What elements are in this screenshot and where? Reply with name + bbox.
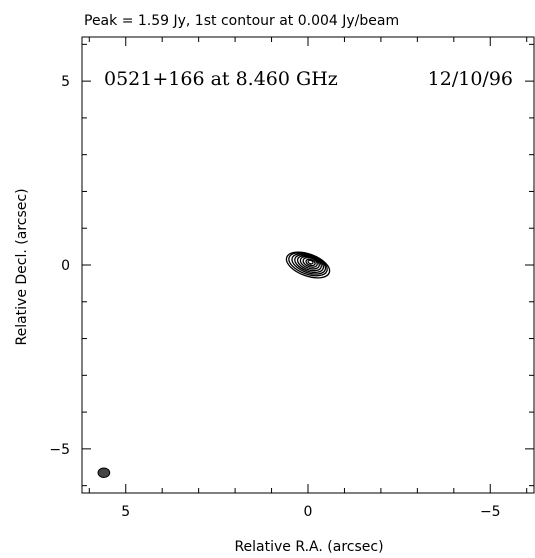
y-tick-label: 5 <box>61 74 70 90</box>
contour-level <box>302 256 318 268</box>
beam-shape <box>97 467 111 479</box>
contour-level <box>305 258 316 267</box>
y-axis-label: Relative Decl. (arcsec) <box>14 188 30 345</box>
axis-ticks: 5 0 −5 5 0 −5 <box>49 37 534 520</box>
y-tick-label: −5 <box>49 442 70 458</box>
y-tick-label: 0 <box>61 258 70 274</box>
chart-title: Peak = 1.59 Jy, 1st contour at 0.004 Jy/… <box>84 13 399 29</box>
x-tick-label: −5 <box>480 504 501 520</box>
x-axis-label: Relative R.A. (arcsec) <box>234 539 383 555</box>
source-annotation: 0521+166 at 8.460 GHz <box>104 68 338 90</box>
beam-ellipse <box>97 467 111 479</box>
source-contours <box>285 251 331 279</box>
contour-level <box>307 259 314 265</box>
x-tick-label: 5 <box>121 504 130 520</box>
date-annotation: 12/10/96 <box>428 68 513 90</box>
x-tick-label: 0 <box>304 504 313 520</box>
